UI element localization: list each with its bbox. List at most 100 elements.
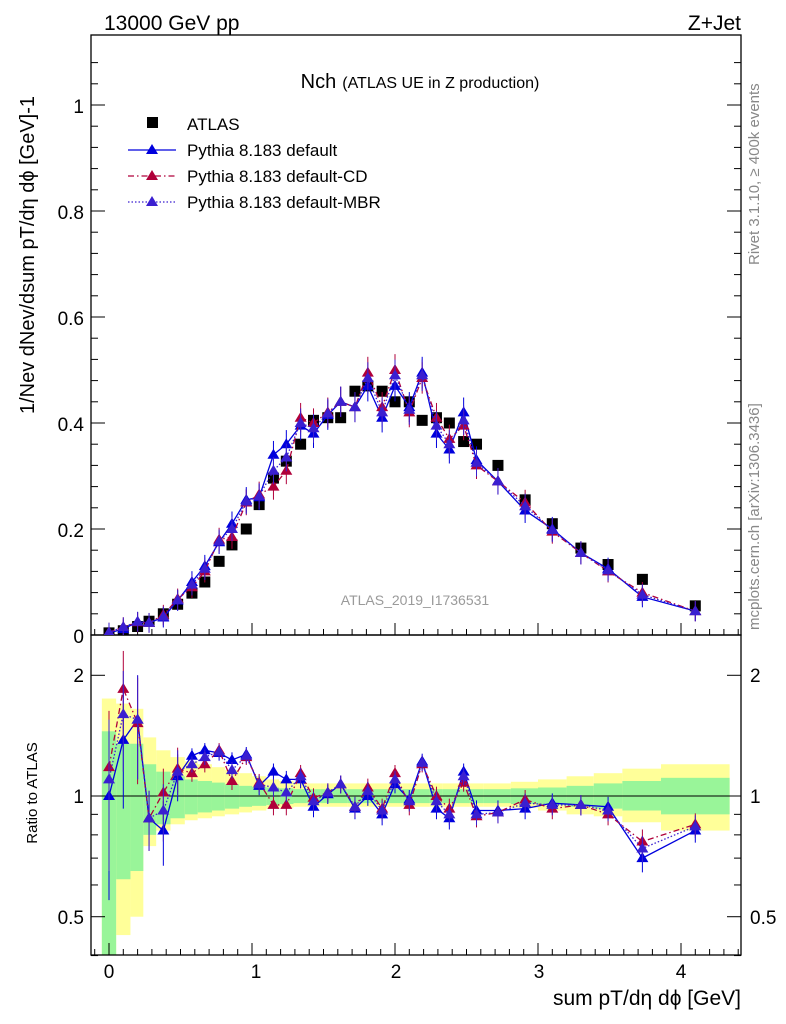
ratio-frame	[90, 634, 742, 956]
ratio-point-mbr-15	[307, 795, 320, 806]
ratio-point-mbr-11	[253, 778, 266, 789]
ratio-point-mbr-7	[198, 751, 211, 762]
ratio-point-cd-9	[225, 774, 238, 785]
main-point-mbr-31	[574, 546, 587, 557]
ratio-point-default-9	[225, 753, 238, 764]
plot-title-sub: (ATLAS UE in Z production)	[342, 75, 539, 92]
main-point-mbr-14	[294, 417, 307, 427]
ytick-ratio-1-left: 1	[73, 787, 84, 808]
atlas-point-20	[376, 385, 388, 397]
ratio-point-mbr-26	[457, 770, 470, 781]
ratio-point-mbr-3	[143, 812, 156, 823]
main-point-mbr-23	[416, 369, 429, 380]
ratio-point-mbr-24	[430, 795, 443, 806]
atlas-point-8	[213, 555, 225, 567]
atlas-point-28	[492, 459, 504, 471]
main-point-mbr-24	[430, 419, 443, 430]
ratio-point-mbr-34	[689, 820, 702, 831]
ratio-point-cd-12	[267, 798, 280, 809]
atlas-point-27	[471, 438, 483, 450]
main-point-mbr-22	[403, 403, 416, 414]
ratio-point-mbr-10	[240, 749, 253, 760]
band-inner-7	[197, 780, 212, 813]
ytick-main-0.6: 0.6	[58, 309, 84, 330]
main-point-mbr-13	[280, 451, 293, 462]
main-point-mbr-25	[443, 438, 456, 449]
header-left: 13000 GeV pp	[104, 12, 239, 35]
ratio-point-mbr-2	[131, 713, 144, 724]
ytick-main-0: 0	[73, 627, 84, 648]
ratio-point-mbr-32	[602, 804, 615, 815]
ratio-point-mbr-0	[103, 773, 115, 784]
xtick-1: 1	[251, 962, 262, 983]
main-point-mbr-34	[689, 605, 702, 616]
ratio-point-mbr-9	[225, 764, 238, 775]
ytick-main-0.8: 0.8	[58, 203, 84, 224]
ratio-point-mbr-29	[519, 797, 532, 808]
ratio-point-mbr-22	[403, 795, 416, 806]
axis-ticks	[91, 62, 741, 957]
legend-label-cd: Pythia 8.183 default-CD	[187, 167, 368, 186]
main-point-mbr-16	[321, 407, 334, 418]
legend-label-atlas: ATLAS	[187, 115, 240, 134]
ratio-point-default-6	[185, 749, 198, 760]
main-point-mbr-21	[389, 369, 401, 380]
analysis-id: ATLAS_2019_I1736531	[341, 592, 490, 608]
atlas-point-14	[295, 438, 307, 450]
band-inner-1	[116, 743, 131, 880]
y-axis-label-main: 1/Nev dNev/dsum pT/dη dϕ [GeV]-1	[17, 96, 39, 414]
ratio-plot-series	[103, 650, 702, 901]
legend-marker-atlas	[147, 117, 158, 128]
atlas-point-17	[335, 412, 347, 424]
main-point-mbr-18	[348, 401, 361, 412]
ratio-point-mbr-13	[280, 786, 293, 797]
main-point-mbr-27	[470, 456, 483, 467]
main-point-mbr-29	[519, 500, 532, 511]
main-point-mbr-2	[131, 615, 144, 626]
side-text-rivet: Rivet 3.1.10, ≥ 400k events	[746, 83, 763, 265]
main-point-default-12	[267, 448, 280, 459]
ytick-main-0.2: 0.2	[58, 521, 84, 542]
ytick-ratio-2-right: 2	[750, 666, 761, 687]
xtick-4: 4	[676, 962, 687, 983]
band-inner-3	[143, 764, 157, 835]
ratio-bands	[101, 698, 730, 955]
ytick-main-0.4: 0.4	[58, 415, 85, 436]
legend-marker-mbr	[146, 196, 158, 206]
main-point-mbr-10	[240, 495, 253, 506]
main-point-mbr-8	[213, 535, 226, 546]
main-point-mbr-26	[457, 414, 470, 425]
atlas-point-23	[416, 414, 428, 426]
ratio-point-mbr-31	[574, 798, 587, 809]
main-point-mbr-12	[267, 464, 280, 475]
ratio-point-mbr-18	[348, 800, 361, 811]
ratio-point-mbr-33	[636, 842, 649, 853]
band-inner-2	[130, 743, 144, 872]
legend-label-mbr: Pythia 8.183 default-MBR	[187, 193, 381, 212]
x-axis-label: sum pT/dη dϕ [GeV]	[553, 987, 741, 1010]
main-point-mbr-6	[185, 578, 198, 589]
ratio-point-mbr-23	[416, 756, 429, 767]
plot-title-main: Nch	[301, 71, 337, 93]
main-point-cd-12	[267, 480, 280, 491]
legend: ATLAS Pythia 8.183 default Pythia 8.183 …	[128, 115, 381, 212]
ratio-point-mbr-16	[321, 786, 334, 797]
plot-title: Nch (ATLAS UE in Z production)	[301, 71, 540, 93]
main-point-mbr-3	[143, 616, 156, 627]
xtick-0: 0	[104, 962, 115, 983]
main-point-mbr-32	[602, 564, 615, 575]
ratio-point-default-13	[280, 773, 293, 784]
ratio-point-mbr-6	[185, 758, 198, 769]
main-point-mbr-1	[117, 621, 130, 632]
ytick-ratio-0.5-left: 0.5	[58, 908, 84, 929]
ratio-point-cd-13	[280, 798, 293, 809]
ratio-point-mbr-19	[361, 784, 374, 795]
ratio-point-default-12	[267, 765, 280, 776]
ratio-point-mbr-5	[171, 765, 184, 776]
ratio-point-mbr-27	[470, 808, 483, 819]
main-point-mbr-17	[334, 395, 347, 406]
atlas-point-10	[240, 523, 252, 535]
legend-label-default: Pythia 8.183 default	[187, 141, 338, 160]
main-plot-series	[103, 354, 702, 635]
